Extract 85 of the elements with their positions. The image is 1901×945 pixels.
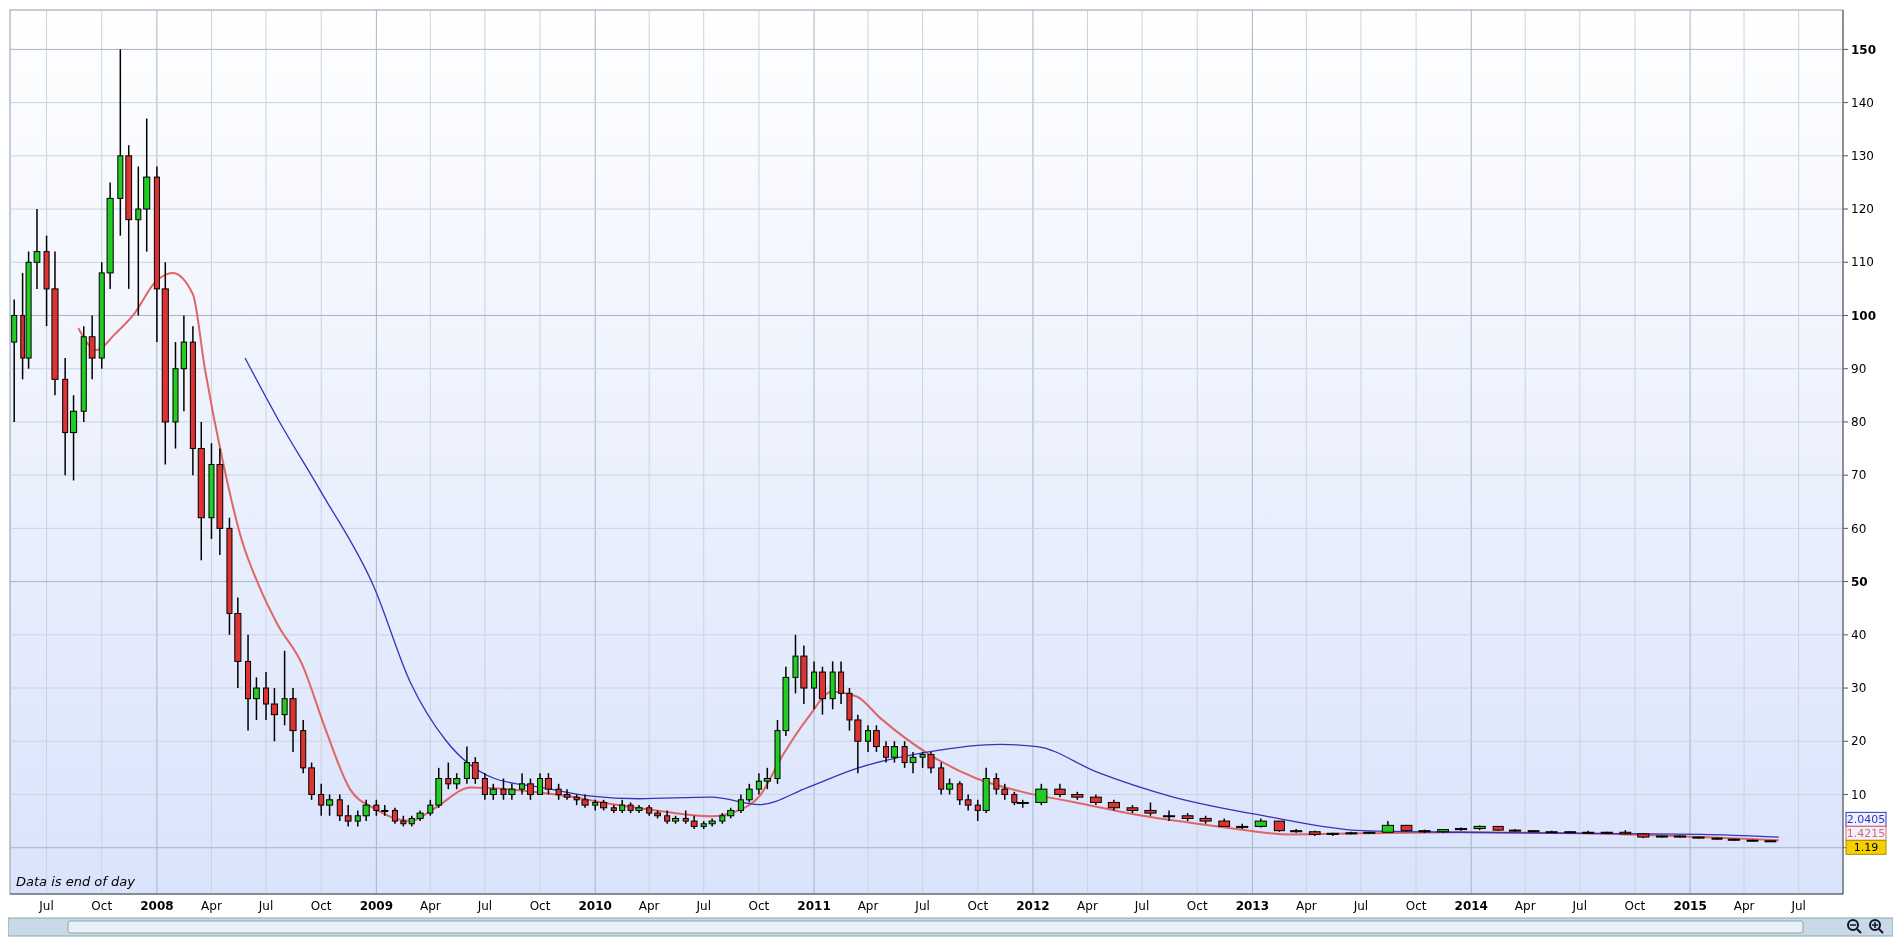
x-tick-label: Jul (914, 899, 930, 913)
x-tick-label: Oct (967, 899, 989, 913)
text: 2.0405 (1846, 813, 1886, 827)
candlestick (344, 804, 352, 828)
y-tick-label: 50 (1851, 574, 1868, 589)
candlestick (737, 793, 744, 814)
candlestick (838, 660, 845, 705)
candlestick (755, 772, 762, 796)
candlestick (70, 394, 78, 482)
x-tick-label: Jul (38, 899, 54, 913)
x-tick-label: Apr (1733, 899, 1755, 913)
x-tick-label: Jul (1790, 899, 1806, 913)
candlestick (865, 724, 872, 753)
candlestick (537, 772, 544, 796)
candlestick (745, 783, 753, 804)
x-tick-label: 2009 (359, 899, 394, 913)
y-tick-label: 30 (1851, 681, 1867, 696)
candlestick (763, 767, 771, 790)
y-tick-label: 80 (1851, 415, 1867, 430)
candlestick (527, 777, 534, 801)
text: 1.19 (1853, 841, 1879, 855)
annotation: Data is end of day (16, 874, 136, 889)
x-tick-label: Apr (419, 899, 441, 913)
candlestick (956, 780, 963, 806)
candlestick (445, 761, 452, 790)
y-tick-label: 120 (1851, 202, 1874, 217)
x-tick-label: 2008 (140, 899, 174, 913)
x-tick-label: Apr (1514, 899, 1536, 913)
y-tick-label: 40 (1851, 628, 1867, 643)
x-tick-label: 2010 (578, 899, 612, 913)
text: 1.4215 (1846, 827, 1886, 841)
line-series (77, 271, 1780, 842)
candlestick (811, 660, 818, 711)
x-tick-label: Oct (91, 899, 113, 913)
y-tick-label: 60 (1851, 521, 1867, 536)
x-tick-label: Oct (529, 899, 551, 913)
y-tick-label: 10 (1851, 787, 1867, 802)
x-tick-label: Apr (857, 899, 879, 913)
candlestick (318, 783, 325, 817)
y-tick-label: 130 (1851, 149, 1874, 164)
x-tick-label: Apr (1077, 899, 1098, 913)
x-tick-label: Apr (638, 899, 660, 913)
y-tick-label: 140 (1851, 95, 1874, 110)
y-tick-label: 20 (1851, 734, 1867, 749)
y-tick-label: 110 (1851, 255, 1874, 270)
x-tick-label: Oct (1405, 899, 1427, 913)
x-tick-label: 2014 (1454, 899, 1488, 913)
candlestick (682, 809, 689, 825)
candlestick (135, 165, 142, 317)
candlestick (253, 676, 260, 721)
x-tick-label: 2013 (1235, 899, 1270, 913)
candlestick (519, 772, 526, 796)
candlestick (263, 671, 270, 721)
x-tick-label: Apr (1295, 899, 1317, 913)
candlestick (544, 772, 553, 796)
x-tick-label: Apr (201, 899, 222, 913)
x-tick-label: Jul (1571, 899, 1588, 913)
y-tick-label: 70 (1851, 468, 1867, 483)
x-tick-label: Jul (1352, 899, 1369, 913)
x-tick-label: Oct (1186, 899, 1208, 913)
candlestick (88, 314, 96, 381)
x-tick-label: 2011 (797, 899, 831, 913)
candlestick (938, 761, 945, 796)
candlestick (270, 687, 278, 743)
x-tick-label: Jul (257, 899, 274, 913)
y-tick-label: 150 (1851, 42, 1877, 57)
x-tick-label: Jul (695, 899, 711, 913)
y-tick-label: 90 (1851, 361, 1867, 376)
candlestick (481, 772, 488, 801)
candlestick (471, 756, 479, 785)
candlestick (873, 724, 880, 753)
candlestick (890, 740, 898, 764)
y-tick-label: 100 (1851, 308, 1877, 323)
candlestick (326, 793, 334, 817)
line-series (244, 357, 1780, 838)
candlestick (883, 740, 890, 764)
x-tick-label: Jul (1133, 899, 1150, 913)
x-tick-label: 2015 (1673, 899, 1707, 913)
candlestick (336, 793, 343, 822)
x-tick-label: Jul (476, 899, 493, 913)
x-tick-label: Oct (1624, 899, 1646, 913)
x-tick-label: Oct (748, 899, 770, 913)
x-tick-label: Oct (310, 899, 332, 913)
x-tick-label: 2012 (1016, 899, 1050, 913)
candlestick (463, 745, 470, 785)
